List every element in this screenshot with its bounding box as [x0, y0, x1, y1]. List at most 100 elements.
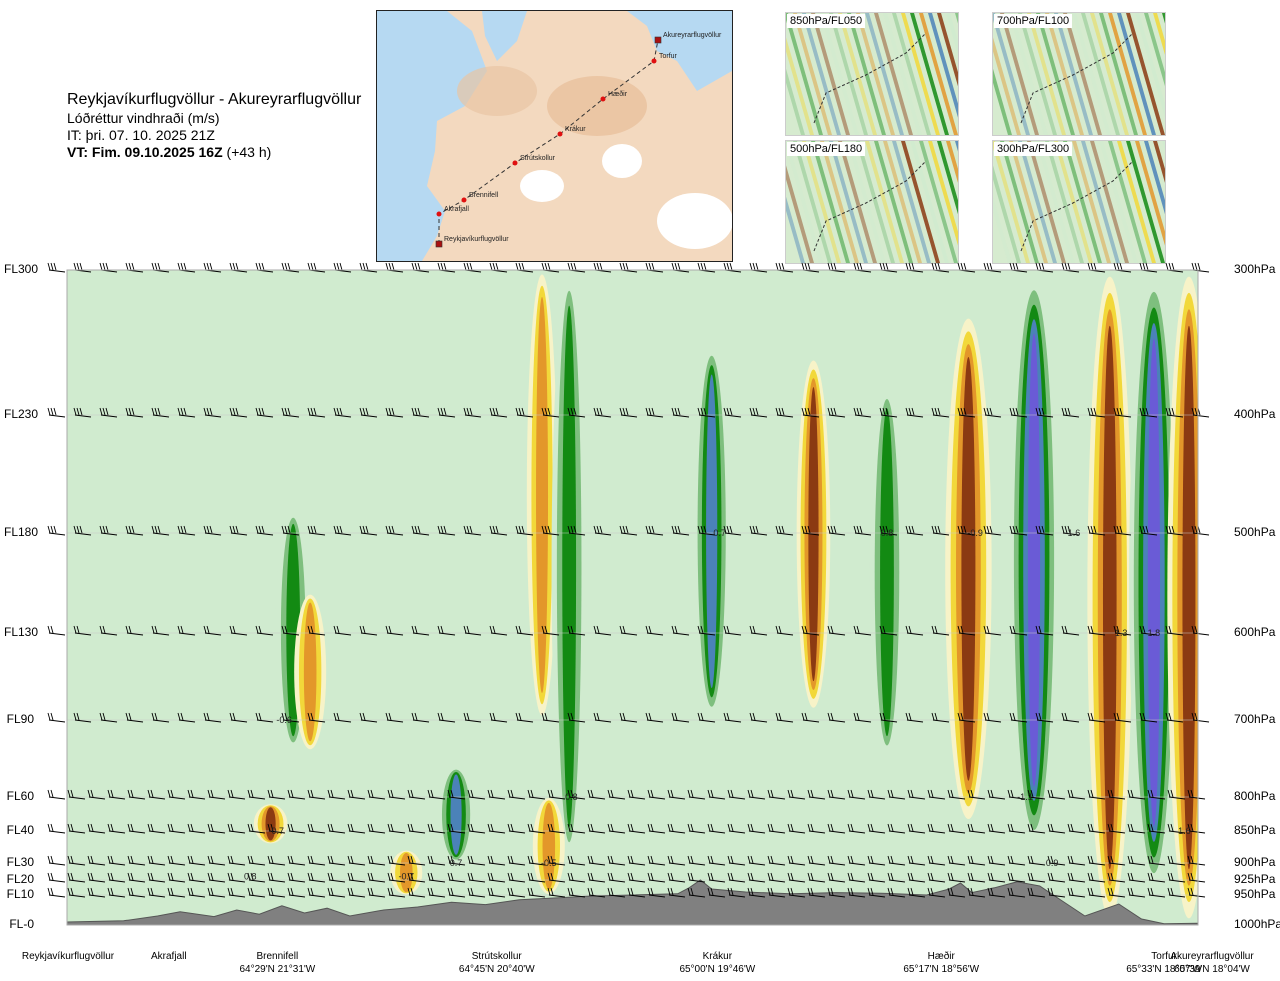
mini-map-band [910, 141, 949, 263]
wind-barb [867, 855, 886, 866]
wind-barb [1047, 872, 1066, 883]
wind-barb [267, 887, 286, 898]
mini-map-band [919, 13, 958, 135]
wind-barb [255, 262, 274, 273]
mini-map-band [811, 13, 850, 135]
wind-barb [247, 789, 266, 800]
wind-barb [1127, 887, 1146, 898]
wind-barb [847, 855, 866, 866]
wind-barb [957, 625, 976, 636]
wind-barb [267, 789, 286, 800]
chart-title: Reykjavíkurflugvöllur - Akureyrarflugvöl… [67, 91, 362, 108]
mini-map-700[interactable]: 700hPa/FL100 [992, 12, 1166, 136]
wind-barb [515, 625, 534, 636]
wind-barb [827, 823, 846, 834]
wind-barb [281, 712, 300, 723]
wind-barb [541, 407, 560, 418]
wind-barb [1139, 712, 1158, 723]
mini-map-band [802, 13, 841, 135]
wind-barb [515, 262, 534, 273]
mini-map-band [838, 141, 877, 263]
wind-barb [905, 262, 924, 273]
wind-barb [687, 855, 706, 866]
wind-barb [887, 887, 906, 898]
mini-map-band [1027, 13, 1066, 135]
mini-map-850[interactable]: 850hPa/FL050 [785, 12, 959, 136]
wind-barb [411, 712, 430, 723]
wind-barb [437, 525, 456, 536]
wind-barb [327, 872, 346, 883]
vertical-motion-cell [1129, 276, 1179, 889]
wind-barb [203, 625, 222, 636]
station-label: Reykjavíkurflugvöllur [8, 950, 128, 963]
wind-barb [127, 789, 146, 800]
contour-band [697, 355, 726, 707]
wind-barb [147, 855, 166, 866]
wind-barb [567, 625, 586, 636]
flight-level-label: FL130 [4, 625, 39, 639]
wind-barb [1035, 407, 1054, 418]
wind-barb [359, 525, 378, 536]
wind-barb [427, 823, 446, 834]
wind-barb [671, 712, 690, 723]
wind-barb [387, 823, 406, 834]
highland-2 [547, 76, 647, 136]
wind-barb [1139, 407, 1158, 418]
wind-barb [827, 625, 846, 636]
wind-barb [907, 872, 926, 883]
mini-map-band [993, 165, 1021, 263]
wind-barb [567, 262, 586, 273]
wind-barb [947, 872, 966, 883]
wind-barb [1113, 712, 1132, 723]
route-marker: Krákur [557, 126, 586, 137]
station-label: Krákur 65°00'N 19°46'W [657, 950, 777, 976]
mini-map-band [1090, 141, 1129, 263]
wind-barb [333, 407, 352, 418]
wind-barb [801, 407, 820, 418]
wind-barb [203, 712, 222, 723]
wind-barb [547, 789, 566, 800]
wind-barb [307, 823, 326, 834]
wind-barb [987, 789, 1006, 800]
wind-barb [957, 407, 976, 418]
wind-barb [1067, 872, 1086, 883]
glacier-3 [657, 193, 732, 249]
wind-barb [203, 525, 222, 536]
wind-barb [887, 855, 906, 866]
wind-barb [347, 789, 366, 800]
mini-map-500[interactable]: 500hPa/FL180 [785, 140, 959, 264]
wind-barb [727, 887, 746, 898]
wind-barb [99, 525, 118, 536]
wind-barb [1147, 887, 1166, 898]
mini-map-band [1099, 13, 1138, 135]
mini-map-band [892, 141, 931, 263]
contour-band [265, 807, 276, 841]
wind-barb [807, 855, 826, 866]
wind-barb [1087, 872, 1106, 883]
wind-barb [1047, 789, 1066, 800]
contour-band [956, 344, 981, 794]
wind-barb [1087, 855, 1106, 866]
wind-barb [593, 407, 612, 418]
contour-band [450, 774, 462, 855]
mini-map-band [820, 141, 859, 263]
mini-map-band [1117, 13, 1156, 135]
wind-barb [427, 789, 446, 800]
wind-barb [907, 855, 926, 866]
mini-map-300[interactable]: 300hPa/FL300 [992, 140, 1166, 264]
wind-barb [47, 407, 66, 418]
wind-barb [627, 823, 646, 834]
wind-barb [489, 712, 508, 723]
wind-barb [73, 712, 92, 723]
contour-band [796, 360, 831, 708]
wind-barb [1087, 789, 1106, 800]
issue-time: IT: þri. 07. 10. 2025 21Z [67, 127, 215, 143]
route-map[interactable]: Akureyrarflugvöllur Torfur Hæðir Krákur Strú… [376, 10, 733, 262]
wind-barb [767, 887, 786, 898]
wind-barb [1067, 789, 1086, 800]
wind-barb [307, 407, 326, 418]
wind-barb [905, 525, 924, 536]
pressure-label: 1000hPa [1234, 917, 1280, 931]
contour-band [1013, 290, 1055, 830]
vertical-motion-cell [532, 798, 565, 894]
